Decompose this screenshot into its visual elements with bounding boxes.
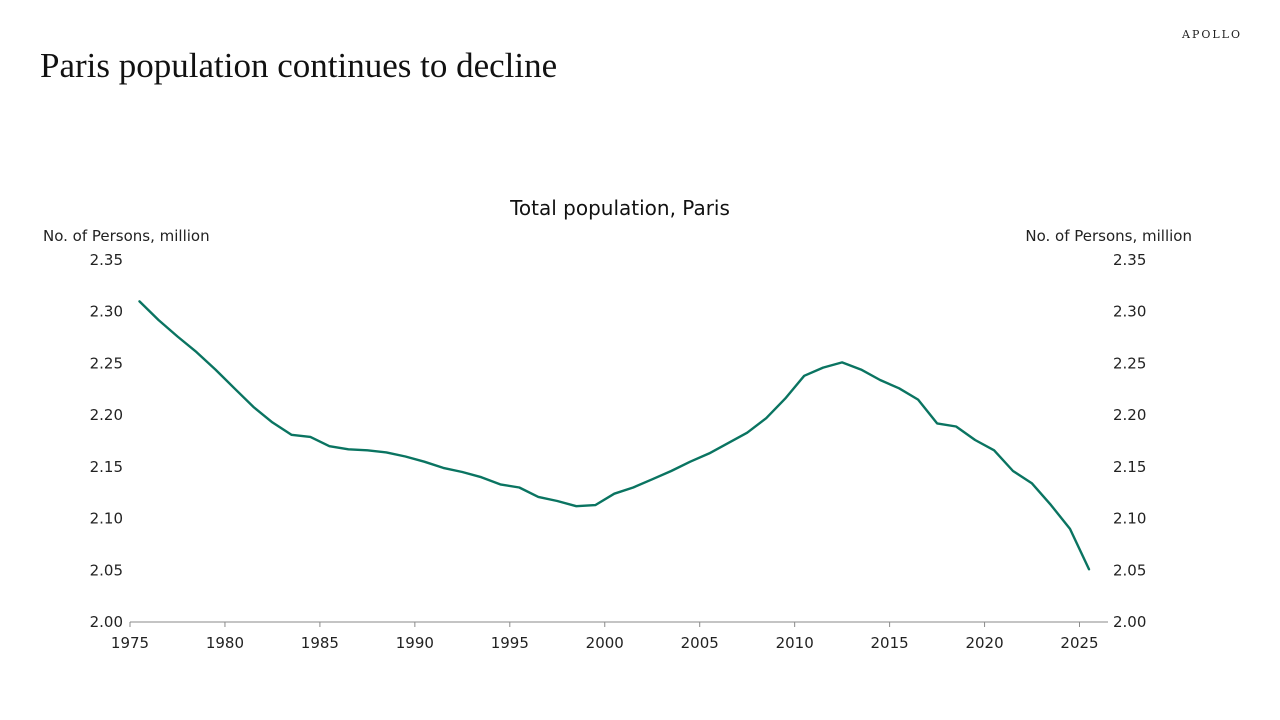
y-right-tick-label: 2.25 [1113, 354, 1146, 372]
x-tick-label: 2000 [586, 634, 624, 652]
x-tick-label: 1995 [491, 634, 529, 652]
left-axis-unit-label: No. of Persons, million [43, 227, 210, 245]
y-left-tick-label: 2.35 [90, 251, 123, 269]
left-y-axis: 2.00 2.05 2.10 2.15 2.20 2.25 2.30 2.35 [90, 251, 123, 631]
y-right-tick-label: 2.30 [1113, 303, 1146, 321]
y-left-tick-label: 2.20 [90, 406, 123, 424]
y-left-tick-label: 2.10 [90, 510, 123, 528]
x-tick-label: 2005 [681, 634, 719, 652]
x-tick-label: 2020 [965, 634, 1003, 652]
x-tick-label: 1975 [111, 634, 149, 652]
y-left-tick-label: 2.15 [90, 458, 123, 476]
y-right-tick-label: 2.35 [1113, 251, 1146, 269]
right-axis-unit-label: No. of Persons, million [1025, 227, 1192, 245]
x-tick-label: 2025 [1060, 634, 1098, 652]
x-tick-label: 2010 [776, 634, 814, 652]
apollo-logo: APOLLO [1182, 28, 1242, 41]
chart-title: Total population, Paris [510, 196, 730, 220]
x-tick-label: 1985 [301, 634, 339, 652]
y-right-tick-label: 2.20 [1113, 406, 1146, 424]
right-y-axis: 2.00 2.05 2.10 2.15 2.20 2.25 2.30 2.35 [1113, 251, 1146, 631]
y-right-tick-label: 2.00 [1113, 613, 1146, 631]
y-left-tick-label: 2.00 [90, 613, 123, 631]
y-left-tick-label: 2.30 [90, 303, 123, 321]
x-axis: 1975 1980 1985 1990 1995 2000 2005 2010 2015 2020… [111, 621, 1108, 652]
series-group [138, 300, 1091, 571]
y-left-tick-label: 2.25 [90, 354, 123, 372]
y-left-tick-label: 2.05 [90, 561, 123, 579]
population-line [138, 300, 1091, 571]
x-tick-label: 2015 [871, 634, 909, 652]
y-right-tick-label: 2.10 [1113, 510, 1146, 528]
x-tick-label: 1990 [396, 634, 434, 652]
x-tick-label: 1980 [206, 634, 244, 652]
slide-title: Paris population continues to decline [40, 46, 558, 85]
y-right-tick-label: 2.15 [1113, 458, 1146, 476]
y-right-tick-label: 2.05 [1113, 561, 1146, 579]
